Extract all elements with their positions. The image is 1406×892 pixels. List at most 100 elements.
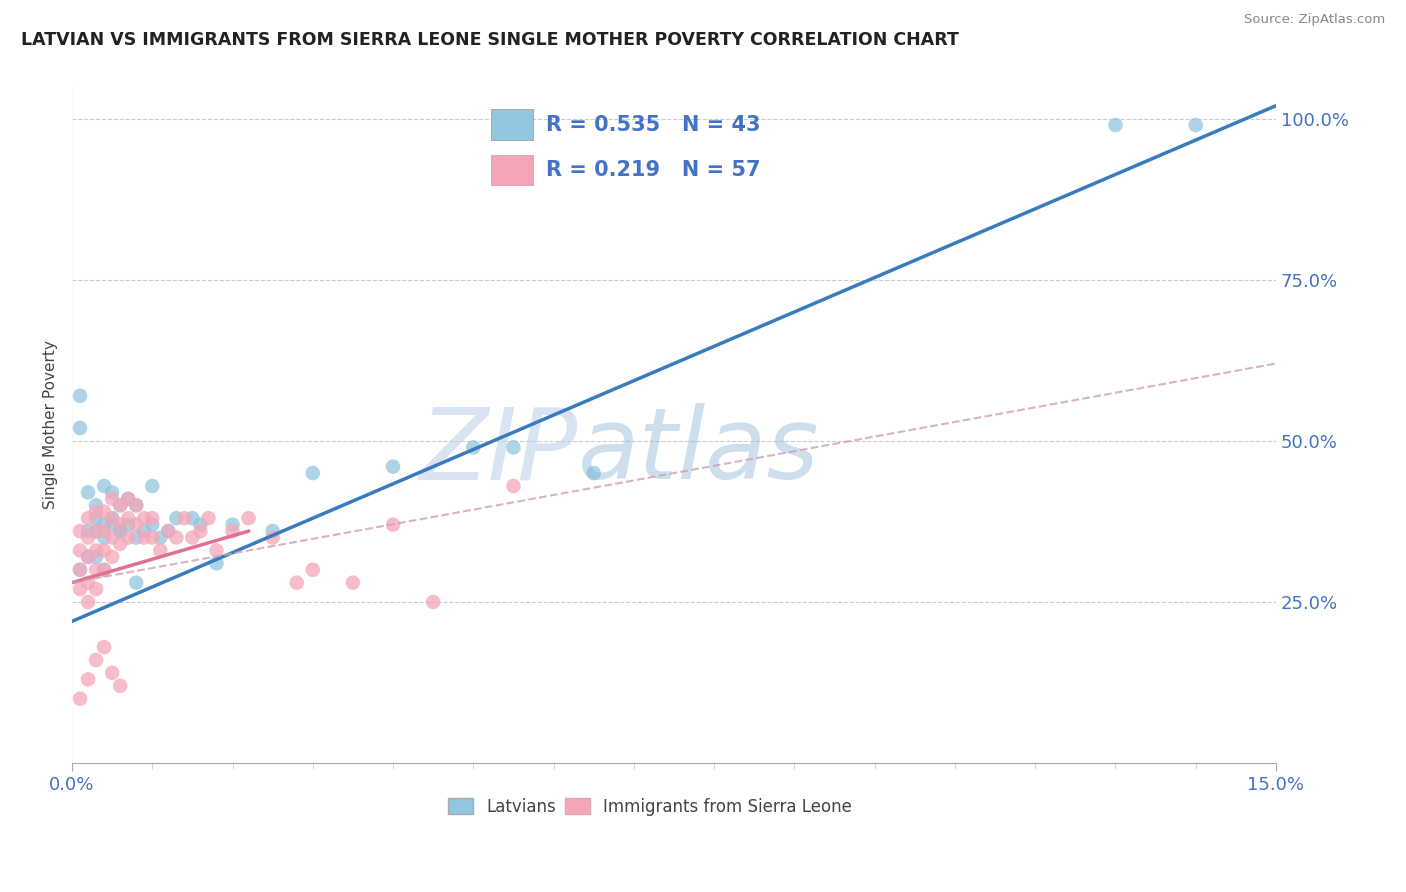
Point [382, 459, 405, 474]
Point [101, 491, 124, 506]
Point [108, 498, 131, 512]
Point [301, 563, 323, 577]
Point [238, 511, 260, 525]
Point [221, 524, 243, 538]
Point [84, 524, 107, 538]
Point [69, 421, 91, 435]
Point [117, 531, 139, 545]
Point [117, 511, 139, 525]
Point [84, 543, 107, 558]
Point [93, 505, 115, 519]
Point [77, 524, 100, 538]
Point [93, 517, 115, 532]
Point [101, 511, 124, 525]
Point [93, 543, 115, 558]
Point [84, 653, 107, 667]
Point [1104, 118, 1126, 132]
Point [190, 517, 212, 532]
Point [181, 511, 204, 525]
Y-axis label: Single Mother Poverty: Single Mother Poverty [44, 341, 58, 509]
Point [93, 531, 115, 545]
Point [69, 543, 91, 558]
Point [108, 498, 131, 512]
Point [93, 563, 115, 577]
Point [69, 524, 91, 538]
Point [134, 511, 156, 525]
Point [84, 549, 107, 564]
Text: ZIP: ZIP [419, 403, 578, 500]
Point [77, 531, 100, 545]
Point [157, 524, 180, 538]
Point [108, 537, 131, 551]
Point [101, 531, 124, 545]
Point [77, 549, 100, 564]
Point [181, 531, 204, 545]
Point [101, 517, 124, 532]
Point [108, 679, 131, 693]
Point [205, 543, 228, 558]
Text: LATVIAN VS IMMIGRANTS FROM SIERRA LEONE SINGLE MOTHER POVERTY CORRELATION CHART: LATVIAN VS IMMIGRANTS FROM SIERRA LEONE … [21, 31, 959, 49]
Legend: Latvians, Immigrants from Sierra Leone: Latvians, Immigrants from Sierra Leone [441, 791, 859, 822]
Point [101, 549, 124, 564]
Point [101, 485, 124, 500]
Point [101, 511, 124, 525]
Point [69, 582, 91, 596]
Point [125, 498, 148, 512]
Point [77, 511, 100, 525]
Point [502, 440, 524, 454]
Point [502, 479, 524, 493]
Point [125, 517, 148, 532]
Point [382, 517, 405, 532]
Point [141, 517, 163, 532]
Point [101, 665, 124, 680]
Point [77, 549, 100, 564]
Point [93, 640, 115, 654]
Point [77, 485, 100, 500]
Point [125, 498, 148, 512]
Point [69, 691, 91, 706]
Point [342, 575, 364, 590]
Point [69, 563, 91, 577]
Point [93, 479, 115, 493]
Point [108, 517, 131, 532]
Point [84, 505, 107, 519]
Point [125, 575, 148, 590]
Point [84, 524, 107, 538]
Point [84, 582, 107, 596]
Point [582, 466, 605, 480]
Point [125, 531, 148, 545]
Text: atlas: atlas [578, 403, 820, 500]
Point [77, 575, 100, 590]
Point [149, 543, 172, 558]
Point [285, 575, 308, 590]
Point [84, 498, 107, 512]
Point [197, 511, 219, 525]
Point [190, 524, 212, 538]
Point [221, 517, 243, 532]
Point [77, 673, 100, 687]
Point [262, 524, 284, 538]
Point [117, 517, 139, 532]
Point [77, 595, 100, 609]
Point [134, 531, 156, 545]
Point [93, 524, 115, 538]
Point [463, 440, 485, 454]
Point [165, 531, 187, 545]
Point [108, 524, 131, 538]
Text: Source: ZipAtlas.com: Source: ZipAtlas.com [1244, 13, 1385, 27]
Point [69, 563, 91, 577]
Point [301, 466, 323, 480]
Point [117, 491, 139, 506]
Point [134, 524, 156, 538]
Point [205, 557, 228, 571]
Point [141, 511, 163, 525]
Point [422, 595, 444, 609]
Point [84, 563, 107, 577]
Point [173, 511, 195, 525]
Point [117, 491, 139, 506]
Point [165, 511, 187, 525]
Point [69, 389, 91, 403]
Point [141, 479, 163, 493]
Point [1184, 118, 1206, 132]
Point [262, 531, 284, 545]
